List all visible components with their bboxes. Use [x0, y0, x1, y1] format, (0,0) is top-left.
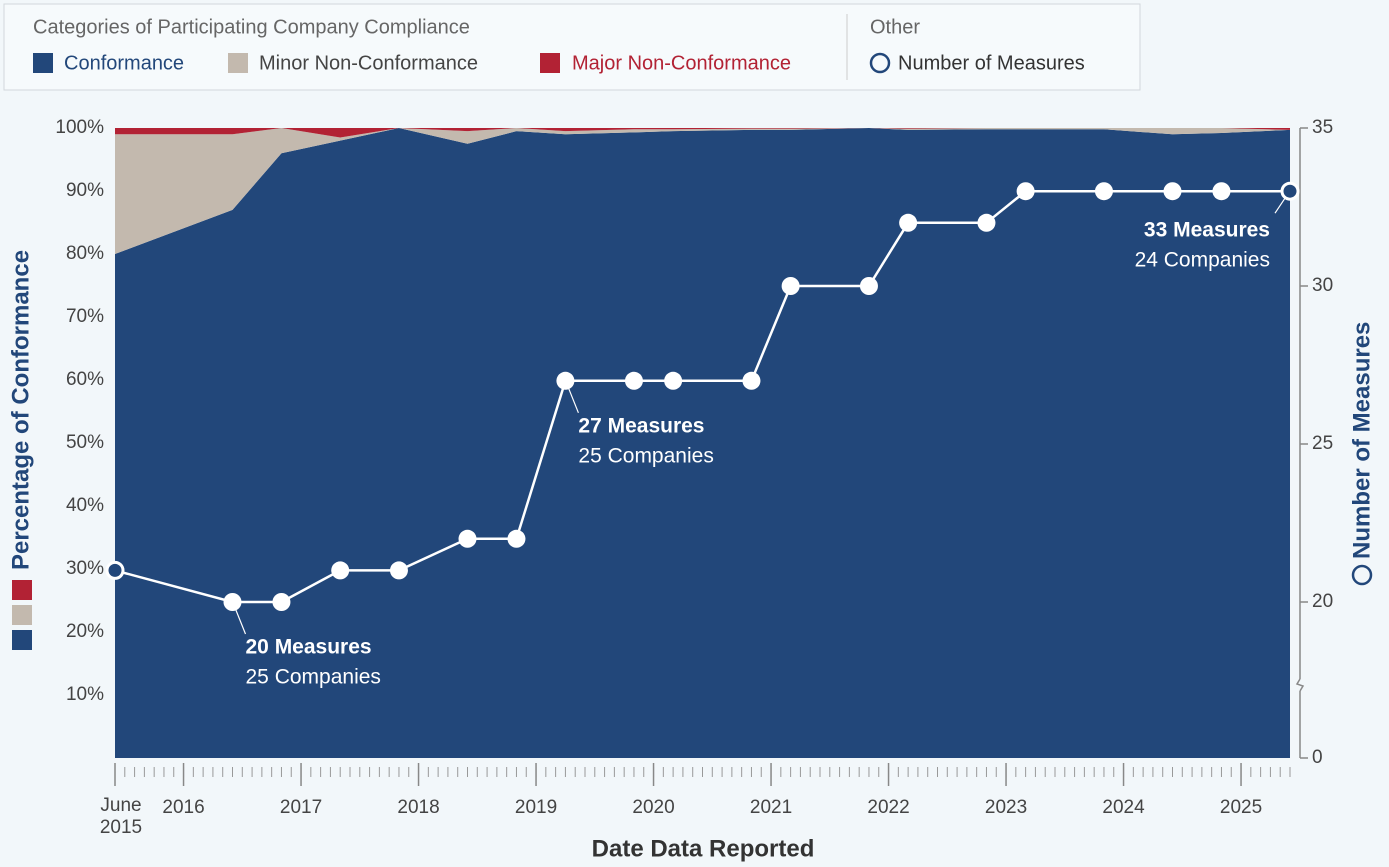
x-axis-label: Date Data Reported — [592, 835, 815, 862]
annotation-title: 27 Measures — [578, 414, 704, 437]
y-tick-label: 70% — [66, 306, 104, 327]
y2-label-icon — [1351, 564, 1373, 586]
point — [331, 561, 350, 580]
x-tick-label: 2021 — [749, 797, 793, 818]
area — [115, 128, 1290, 758]
point — [105, 560, 125, 580]
point — [977, 213, 996, 232]
axis-swatch — [12, 605, 32, 625]
legend-label: Major Non-Conformance — [572, 52, 791, 74]
point — [389, 561, 408, 580]
annotation-leader — [1274, 197, 1286, 214]
legend-swatch — [540, 53, 560, 73]
y-tick-label: 90% — [66, 180, 104, 201]
legend-label: Minor Non-Conformance — [259, 52, 478, 74]
y2-axis-label-group: Number of Measures — [1348, 322, 1375, 586]
point — [624, 371, 643, 390]
point — [223, 593, 242, 611]
point — [781, 277, 800, 295]
point — [1212, 182, 1231, 201]
annotation-subtitle: 24 Companies — [1135, 249, 1270, 272]
annotation-title: 20 Measures — [246, 636, 372, 659]
y-tick-label: 30% — [66, 558, 104, 579]
legend-label: Conformance — [64, 52, 184, 74]
y2-tick-label: 0 — [1312, 747, 1323, 768]
annotation-subtitle: 25 Companies — [246, 666, 381, 689]
y-tick-label: 40% — [66, 495, 104, 516]
x-tick-label: 2020 — [632, 797, 675, 818]
point — [859, 277, 878, 295]
y-tick-label: 60% — [66, 369, 104, 390]
point — [664, 371, 683, 390]
x-tick-label: June 2015 — [99, 795, 143, 838]
legend-marker — [869, 52, 891, 74]
x-tick-label: 2022 — [867, 797, 910, 818]
line — [114, 189, 1290, 604]
y-tick-label: 10% — [66, 684, 104, 705]
x-tick-label: 2024 — [1102, 797, 1145, 818]
y2-tick-label: 25 — [1312, 433, 1333, 454]
point — [1094, 182, 1113, 201]
point — [1280, 181, 1300, 201]
legend-title: Other — [870, 16, 920, 38]
annotation-subtitle: 25 Companies — [578, 444, 713, 467]
point — [507, 529, 526, 548]
y2-axis-label: Number of Measures — [1348, 322, 1375, 559]
x-tick-label: 2017 — [279, 797, 323, 818]
x-tick-label: 2025 — [1219, 797, 1263, 818]
y-tick-label: 100% — [55, 117, 104, 138]
annotation-leader — [567, 387, 579, 414]
y2-tick-label: 20 — [1312, 591, 1333, 612]
legend-box — [3, 3, 1141, 91]
y-tick-label: 80% — [66, 243, 104, 264]
x-tick-label: 2018 — [397, 797, 440, 818]
point — [458, 529, 477, 548]
legend-title: Categories of Participating Company Comp… — [33, 16, 470, 38]
legend-label: Number of Measures — [898, 52, 1085, 74]
point — [899, 213, 918, 232]
point — [1163, 182, 1182, 201]
x-tick-label: 2016 — [162, 797, 205, 818]
x-tick-label: 2019 — [514, 797, 558, 818]
y2-tick-label: 35 — [1312, 117, 1333, 138]
point — [556, 371, 575, 390]
area — [115, 128, 1290, 138]
legend-swatch — [33, 53, 53, 73]
y-tick-label: 50% — [66, 432, 104, 453]
annotation-leader — [234, 608, 247, 635]
legend-swatch — [228, 53, 248, 73]
point — [1016, 182, 1035, 201]
point — [272, 593, 291, 611]
x-tick-label: 2023 — [984, 797, 1028, 818]
y-tick-label: 20% — [66, 621, 104, 642]
area — [115, 128, 1290, 254]
y2-tick-label: 30 — [1312, 275, 1333, 296]
point — [742, 371, 761, 390]
annotation-title: 33 Measures — [1144, 219, 1270, 242]
axis-swatch — [12, 580, 32, 600]
axis-swatch — [12, 630, 32, 650]
y-axis-label: Percentage of Conformance — [7, 250, 34, 570]
axis-break — [1295, 678, 1305, 692]
